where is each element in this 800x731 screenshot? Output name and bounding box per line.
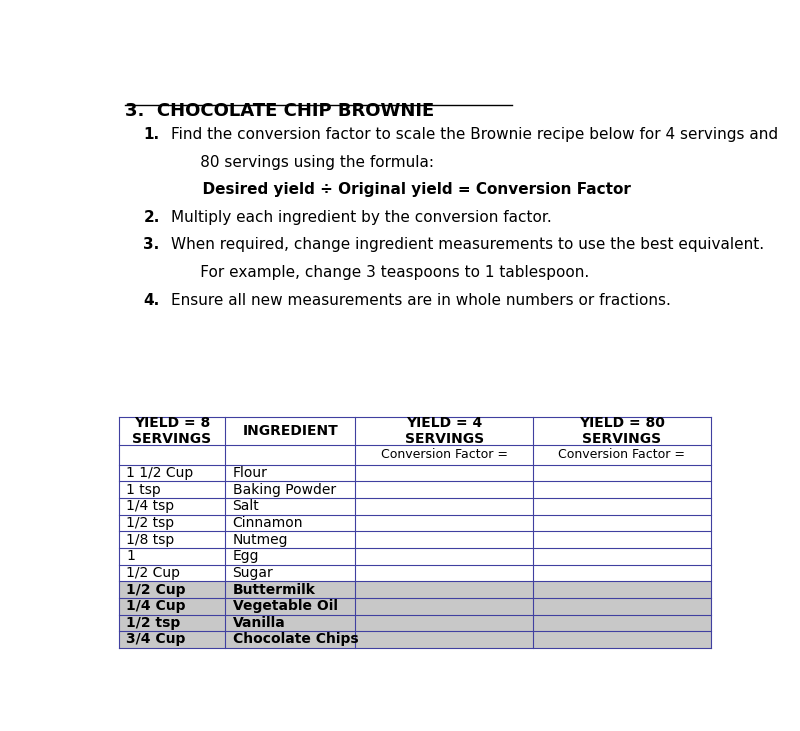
Bar [225, 531, 355, 548]
Text: 1 tsp: 1 tsp [126, 482, 161, 497]
Text: 2.: 2. [143, 210, 160, 225]
Bar [355, 445, 533, 465]
Bar [225, 581, 355, 598]
Bar [355, 598, 533, 615]
Bar [118, 515, 225, 531]
Text: 1: 1 [126, 549, 135, 564]
Text: Flour: Flour [233, 466, 267, 480]
Bar [533, 598, 710, 615]
Text: Salt: Salt [233, 499, 259, 513]
Text: INGREDIENT: INGREDIENT [242, 424, 338, 438]
Text: 1/2 Cup: 1/2 Cup [126, 566, 180, 580]
Text: Nutmeg: Nutmeg [233, 533, 288, 547]
Text: Egg: Egg [233, 549, 259, 564]
Bar [533, 531, 710, 548]
Text: YIELD = 8
SERVINGS: YIELD = 8 SERVINGS [132, 416, 211, 446]
Bar [118, 445, 225, 465]
Text: Vanilla: Vanilla [233, 616, 286, 630]
Bar [225, 631, 355, 648]
Bar [355, 465, 533, 482]
Text: 1/2 Cup: 1/2 Cup [126, 583, 186, 596]
Text: 1/8 tsp: 1/8 tsp [126, 533, 174, 547]
Bar [225, 515, 355, 531]
Bar [225, 548, 355, 564]
Bar [533, 548, 710, 564]
Text: Chocolate Chips: Chocolate Chips [233, 632, 358, 646]
Bar [118, 417, 225, 445]
Bar [533, 631, 710, 648]
Bar [355, 581, 533, 598]
Text: Cinnamon: Cinnamon [233, 516, 303, 530]
Bar [355, 482, 533, 498]
Text: 3/4 Cup: 3/4 Cup [126, 632, 186, 646]
Bar [118, 581, 225, 598]
Text: 1.: 1. [143, 127, 159, 142]
Bar [118, 465, 225, 482]
Bar [533, 564, 710, 581]
Bar [533, 498, 710, 515]
Bar [118, 498, 225, 515]
Text: 1/2 tsp: 1/2 tsp [126, 616, 180, 630]
Bar [355, 531, 533, 548]
Bar [533, 417, 710, 445]
Bar [225, 498, 355, 515]
Text: Multiply each ingredient by the conversion factor.: Multiply each ingredient by the conversi… [171, 210, 552, 225]
Text: 1/2 tsp: 1/2 tsp [126, 516, 174, 530]
Bar [533, 465, 710, 482]
Bar [118, 531, 225, 548]
Text: Buttermilk: Buttermilk [233, 583, 315, 596]
Bar [355, 515, 533, 531]
Text: 80 servings using the formula:: 80 servings using the formula: [171, 155, 434, 170]
Text: 1/4 Cup: 1/4 Cup [126, 599, 186, 613]
Bar [355, 417, 533, 445]
Bar [225, 564, 355, 581]
Text: 3.: 3. [143, 238, 160, 252]
Text: Conversion Factor =: Conversion Factor = [558, 448, 686, 461]
Bar [225, 482, 355, 498]
Text: YIELD = 80
SERVINGS: YIELD = 80 SERVINGS [579, 416, 665, 446]
Text: Sugar: Sugar [233, 566, 274, 580]
Text: Ensure all new measurements are in whole numbers or fractions.: Ensure all new measurements are in whole… [171, 292, 671, 308]
Bar [118, 631, 225, 648]
Text: 4.: 4. [143, 292, 160, 308]
Text: 1/4 tsp: 1/4 tsp [126, 499, 174, 513]
Bar [533, 445, 710, 465]
Bar [225, 465, 355, 482]
Text: Vegetable Oil: Vegetable Oil [233, 599, 338, 613]
Bar [533, 615, 710, 631]
Bar [225, 598, 355, 615]
Bar [225, 417, 355, 445]
Bar [355, 631, 533, 648]
Text: 1 1/2 Cup: 1 1/2 Cup [126, 466, 194, 480]
Bar [355, 498, 533, 515]
Text: YIELD = 4
SERVINGS: YIELD = 4 SERVINGS [405, 416, 484, 446]
Bar [355, 615, 533, 631]
Bar [533, 515, 710, 531]
Text: For example, change 3 teaspoons to 1 tablespoon.: For example, change 3 teaspoons to 1 tab… [171, 265, 590, 280]
Text: When required, change ingredient measurements to use the best equivalent.: When required, change ingredient measure… [171, 238, 765, 252]
Bar [118, 564, 225, 581]
Text: Desired yield ÷ Original yield = Conversion Factor: Desired yield ÷ Original yield = Convers… [171, 182, 631, 197]
Bar [355, 548, 533, 564]
Bar [225, 615, 355, 631]
Bar [533, 581, 710, 598]
Bar [118, 548, 225, 564]
Bar [118, 482, 225, 498]
Text: Baking Powder: Baking Powder [233, 482, 336, 497]
Text: Conversion Factor =: Conversion Factor = [381, 448, 508, 461]
Bar [355, 564, 533, 581]
Bar [118, 598, 225, 615]
Text: Find the conversion factor to scale the Brownie recipe below for 4 servings and: Find the conversion factor to scale the … [171, 127, 778, 142]
Bar [225, 445, 355, 465]
Text: 3.  CHOCOLATE CHIP BROWNIE: 3. CHOCOLATE CHIP BROWNIE [125, 102, 434, 120]
Bar [533, 482, 710, 498]
Bar [118, 615, 225, 631]
